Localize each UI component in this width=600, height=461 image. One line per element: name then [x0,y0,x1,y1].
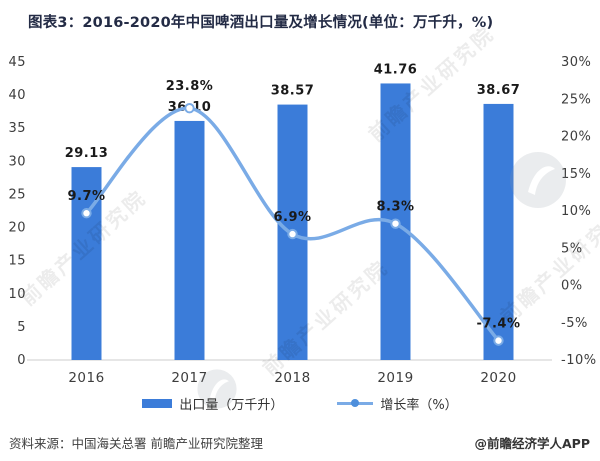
left-axis-tick: 25 [8,187,26,202]
x-axis-label-2016: 2016 [68,370,104,386]
bar-value-label-2018: 38.57 [271,84,315,99]
left-axis-tick: 45 [8,55,26,70]
right-axis-tick: 5% [561,241,583,256]
left-axis-tick: 40 [8,88,26,103]
bar-value-label-2020: 38.67 [477,83,521,98]
legend-label-growth-rate: 增长率（%） [380,397,458,413]
right-axis-tick: 0% [561,279,583,294]
right-axis-tick: -10% [561,353,597,368]
left-axis-tick: 5 [17,320,26,335]
line-value-label-2019: 8.3% [376,200,414,215]
line-marker-2020 [493,335,504,346]
right-axis-tick: 25% [561,92,591,107]
line-marker-2018 [287,228,298,240]
right-axis-tick: 30% [561,55,591,70]
x-axis-label-2018: 2018 [274,370,310,386]
line-value-label-2020: -7.4% [477,317,521,332]
right-axis-tick: 10% [561,204,591,219]
left-axis-tick: 20 [8,221,26,236]
left-axis-tick: 30 [8,154,26,169]
x-axis-label-2020: 2020 [480,370,516,386]
bar-value-label-2016: 29.13 [65,146,109,161]
line-dot-swatch-icon [337,399,374,407]
bar-2020 [483,103,514,360]
left-axis-tick: 15 [8,254,26,269]
legend-item-export-volume: 出口量（万千升） [142,394,283,413]
x-axis-label-2019: 2019 [377,370,413,386]
left-axis-tick: 35 [8,121,26,136]
left-axis-tick: 0 [17,353,26,368]
line-value-label-2018: 6.9% [273,210,311,225]
right-axis-tick: 15% [561,167,591,182]
chart-svg: 45 40 35 30 25 20 15 10 5 0 30% 25% 20% 15% 10% 5% 0% -5%… [8,55,597,386]
legend-label-export-volume: 出口量（万千升） [179,397,284,413]
bar-swatch-icon [142,398,173,408]
legend-item-growth-rate: 增长率（%） [337,394,458,413]
x-axis-label-2017: 2017 [171,370,207,386]
line-marker-2016 [81,208,92,219]
line-value-label-2016: 9.7% [67,189,105,204]
line-marker-2019 [390,218,401,229]
line-value-label-2017: 23.8% [166,79,214,94]
legend: 出口量（万千升） 增长率（%） [0,392,600,414]
chart-title: 图表3：2016-2020年中国啤酒出口量及增长情况(单位：万千升，%) [28,15,494,31]
source-note: 资料来源：中国海关总署 前瞻产业研究院整理 [9,436,263,451]
chart-area: 45 40 35 30 25 20 15 10 5 0 30% 25% 20% 15% 10% 5% 0% -5%… [0,21,600,409]
left-axis-tick: 10 [8,287,26,302]
bar-value-label-2019: 41.76 [374,62,418,77]
line-marker-2017 [184,102,195,114]
right-axis-tick: -5% [561,316,588,331]
bar-2017 [174,120,205,360]
credit-note: @前瞻经济学人APP [474,436,591,451]
footer: 资料来源：中国海关总署 前瞻产业研究院整理 @前瞻经济学人APP [0,433,600,452]
right-axis-tick: 20% [561,130,591,145]
